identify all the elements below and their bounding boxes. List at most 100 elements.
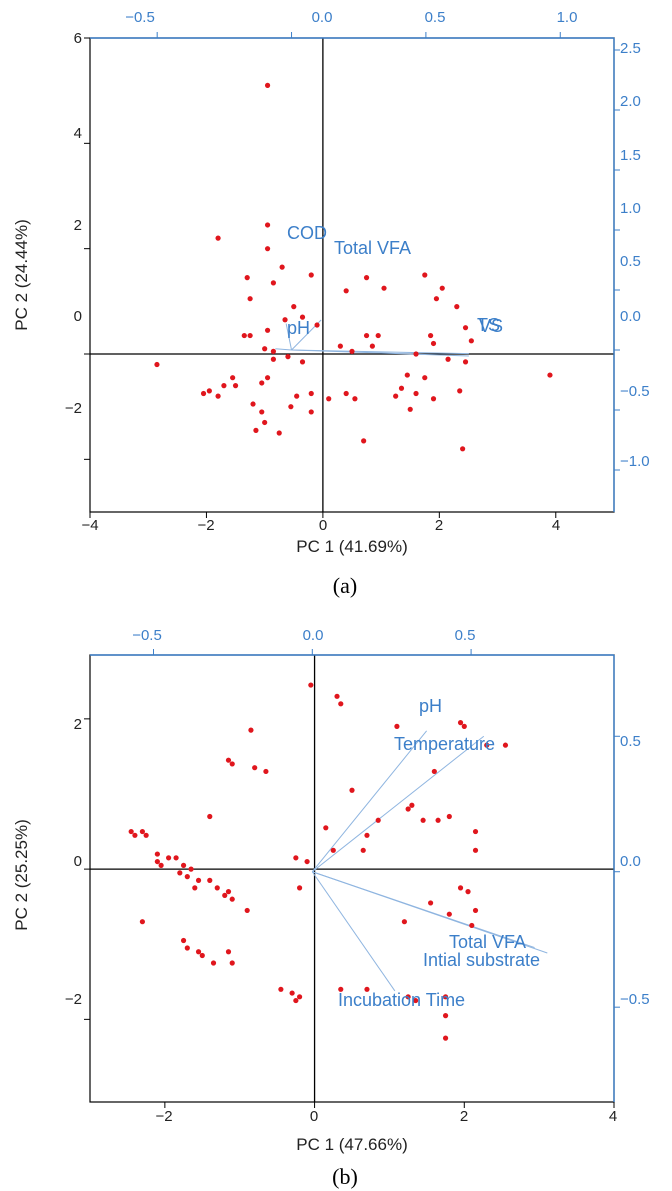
score-point [484, 742, 490, 748]
right-tick-label: 0.5 [620, 253, 641, 270]
panel-a-loading-vectors [275, 319, 469, 357]
x-tick-label: 2 [460, 1108, 468, 1125]
score-point [270, 348, 276, 354]
score-point [431, 768, 437, 775]
score-point [210, 960, 217, 966]
y-tick-label: 4 [74, 125, 82, 142]
score-point [468, 338, 474, 344]
score-point [393, 393, 399, 399]
score-point [469, 922, 475, 929]
panel-b-bottom-tick-labels: −2 0 2 4 [155, 1108, 617, 1125]
score-point [442, 1013, 449, 1019]
panel-a-y-axis-title: PC 2 (24.44%) [12, 219, 31, 331]
panel-b-zero-lines [90, 655, 614, 1102]
score-point [232, 383, 239, 389]
x-tick-label: 2 [435, 517, 443, 534]
score-point [244, 907, 250, 914]
score-point [184, 945, 190, 951]
score-point [457, 885, 464, 891]
score-point [252, 765, 258, 771]
loading-label-ts: TS [477, 315, 500, 335]
score-point [343, 390, 349, 397]
score-point [188, 866, 194, 872]
score-point [288, 404, 294, 410]
right-tick-label: 1.0 [620, 200, 641, 217]
panel-b-top-tick-labels: −0.5 0.0 0.5 [132, 627, 475, 644]
score-point [349, 348, 355, 354]
score-point [308, 272, 314, 278]
y-tick-label: −2 [65, 400, 82, 417]
score-point [547, 372, 553, 378]
score-point [375, 817, 381, 823]
score-point [270, 280, 276, 286]
top-tick-label: 0.0 [312, 9, 333, 26]
loading-label-ph: pH [287, 318, 310, 338]
score-point [472, 847, 479, 853]
x-tick-label: −2 [155, 1108, 172, 1125]
score-point [128, 828, 134, 835]
score-point [222, 892, 228, 899]
score-point [264, 246, 271, 252]
panel-a-left-tick-labels: −2 0 2 4 6 [65, 30, 82, 417]
top-tick-label: 0.0 [303, 627, 324, 644]
panel-b-right-tick-labels: −0.5 0.0 0.5 [620, 733, 650, 1008]
score-point [262, 419, 268, 426]
y-tick-label: 2 [74, 716, 82, 733]
score-point [259, 409, 265, 415]
score-point [428, 900, 434, 906]
score-point [230, 375, 236, 381]
top-tick-label: 0.5 [455, 627, 476, 644]
score-point [215, 235, 221, 241]
score-point [308, 390, 314, 397]
score-point [180, 862, 187, 868]
score-point [180, 937, 187, 944]
score-point [279, 264, 285, 270]
score-point [430, 396, 437, 402]
score-point [461, 723, 467, 729]
loading-vector [311, 871, 396, 992]
score-point [308, 409, 314, 415]
score-point [343, 288, 349, 294]
score-point [304, 858, 310, 865]
right-tick-label: −0.5 [620, 991, 650, 1008]
score-point [422, 272, 428, 278]
top-tick-label: 1.0 [557, 9, 578, 26]
score-point [409, 802, 415, 808]
score-point [229, 761, 235, 767]
panel-a-top-tick-labels: −0.5 0.0 0.5 1.0 [125, 9, 577, 26]
panel-b-label: (b) [332, 1164, 358, 1189]
score-point [250, 401, 256, 407]
loading-label-total-vfa: Total VFA [334, 238, 411, 258]
panel-a-plot-frame [89, 37, 615, 513]
loading-label-temperature: Temperature [394, 734, 495, 754]
right-tick-label: −1.0 [620, 453, 650, 470]
score-point [404, 372, 410, 378]
y-tick-label: 0 [74, 853, 82, 870]
score-point [430, 340, 437, 347]
right-tick-label: 1.5 [620, 147, 641, 164]
top-tick-label: −0.5 [132, 627, 162, 644]
score-point [420, 817, 426, 823]
score-point [285, 354, 291, 360]
score-point [472, 828, 479, 835]
score-point [297, 994, 303, 1000]
panel-a-axes [84, 32, 620, 518]
score-point [446, 813, 452, 820]
score-point [361, 438, 367, 444]
loading-label-total-vfa: Total VFA [449, 932, 526, 952]
right-tick-label: 0.0 [620, 308, 641, 325]
score-point [363, 275, 370, 281]
score-point [264, 375, 271, 381]
score-point [330, 847, 336, 853]
score-point [299, 314, 306, 320]
score-point [278, 986, 284, 992]
right-tick-label: 0.0 [620, 853, 641, 870]
score-point [139, 828, 145, 835]
score-point [229, 896, 235, 902]
score-point [294, 393, 300, 399]
loading-label-incubation-time: Incubation Time [338, 990, 465, 1010]
score-point [401, 919, 407, 925]
right-tick-label: 0.5 [620, 733, 641, 750]
panel-a-zero-lines [90, 38, 614, 512]
x-tick-label: 4 [609, 1108, 617, 1125]
